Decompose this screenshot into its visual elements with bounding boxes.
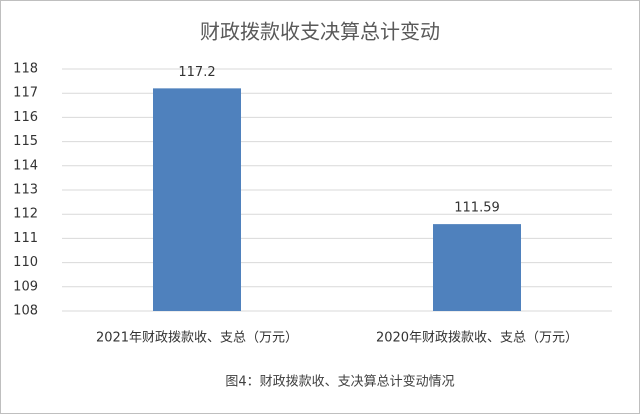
y-tick-label: 114 — [13, 158, 38, 173]
x-tick-label: 2021年财政拨款收、支总（万元） — [96, 331, 298, 346]
bar — [433, 224, 521, 311]
y-tick-label: 118 — [13, 62, 38, 77]
data-label: 111.59 — [454, 201, 500, 216]
y-tick-label: 113 — [13, 183, 38, 198]
chart-title: 财政拨款收支决算总计变动 — [200, 20, 440, 44]
data-label: 117.2 — [178, 65, 215, 80]
y-tick-label: 108 — [13, 304, 38, 319]
bar — [153, 88, 241, 311]
y-tick-label: 112 — [13, 207, 38, 222]
y-tick-label: 117 — [13, 86, 38, 101]
y-tick-label: 111 — [13, 231, 38, 246]
y-tick-label: 109 — [13, 279, 38, 294]
y-tick-label: 110 — [13, 255, 38, 270]
y-tick-label: 116 — [13, 110, 38, 125]
caption: 图4：财政拨款收、支决算总计变动情况 — [225, 374, 454, 390]
x-tick-label: 2020年财政拨款收、支总（万元） — [376, 331, 578, 346]
y-tick-label: 115 — [13, 134, 38, 149]
